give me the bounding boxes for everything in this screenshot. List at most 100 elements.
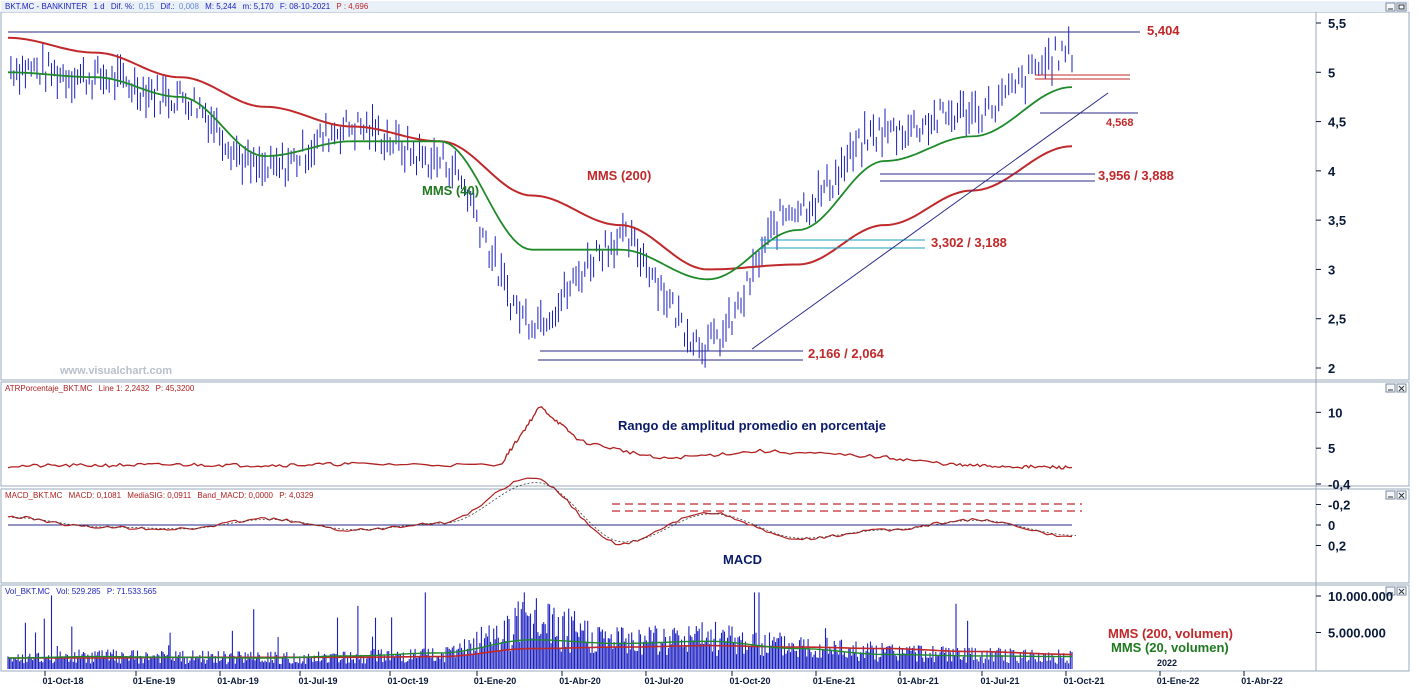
header-dif-value: 0,008 [179, 2, 200, 11]
minimize-icon[interactable] [1385, 490, 1396, 500]
year-label: 2022 [1157, 658, 1177, 668]
atr-header-name: ATRPorcentaje_BKT.MC [5, 384, 93, 393]
macd-annotation: MACD [723, 552, 762, 567]
header-dif-pct-label: Dif. %: [111, 2, 135, 11]
y-tick-label: 3 [1328, 262, 1335, 277]
price-panel [0, 11, 1410, 381]
header-dif-label: Dif.: [160, 2, 174, 11]
atr-line [7, 406, 1073, 470]
volume-header-text: Vol_BKT.MC Vol: 529.285 P: 71.533.565 [5, 587, 157, 596]
panel-frames [0, 11, 1410, 672]
header-dif-pct-value: 0,15 [139, 2, 155, 11]
macd-header-band: Band_MACD: 0,0000 [197, 491, 273, 500]
macd-dashed-levels [612, 503, 1082, 512]
header-last: P : 4,696 [336, 2, 368, 11]
vol-header-p: P: 71.533.565 [107, 587, 157, 596]
vol-mms200-label: MMS (200, volumen) [1108, 626, 1233, 641]
macd-line [7, 477, 1073, 546]
x-tick-label: 01-Ene-19 [133, 676, 176, 686]
price-window-controls [1385, 2, 1407, 12]
close-icon[interactable] [1396, 383, 1407, 393]
y-tick-label: 0 [1328, 518, 1335, 533]
y-tick-label: 2 [1328, 361, 1335, 376]
macd-signal-line [12, 482, 1077, 543]
level-label-3302: 3,302 / 3,188 [931, 235, 1007, 250]
macd-panel [0, 488, 1410, 584]
mms200-line [7, 36, 1073, 271]
y-tick-label: 3,5 [1328, 213, 1346, 228]
x-tick-label: 01-Oct-19 [387, 676, 428, 686]
x-tick-label: 01-Jul-21 [980, 676, 1019, 686]
macd-header-macd: MACD: 0,1081 [69, 491, 122, 500]
x-tick-label: 01-Abr-21 [897, 676, 939, 686]
volume-window-controls [1385, 586, 1407, 596]
y-tick-label: 0,2 [1328, 539, 1346, 554]
vol-header-name: Vol_BKT.MC [5, 587, 50, 596]
x-tick-label: 01-Abr-20 [559, 676, 601, 686]
maximize-icon[interactable] [1396, 2, 1407, 12]
atr-annotation: Rango de amplitud promedio en porcentaje [618, 418, 886, 433]
close-icon[interactable] [1396, 490, 1407, 500]
volume-layer [7, 592, 1073, 669]
minimize-icon[interactable] [1385, 2, 1396, 12]
vol-header-vol: Vol: 529.285 [56, 587, 101, 596]
macd-layer [7, 477, 1077, 546]
atr-header-text: ATRPorcentaje_BKT.MC Line 1: 2,2432 P: 4… [5, 384, 195, 393]
vol-mms20-label: MMS (20, volumen) [1111, 640, 1229, 655]
macd-header-text: MACD_BKT.MC MACD: 0,1081 MediaSIG: 0,091… [5, 491, 314, 500]
macd-header-p: P: 4,0329 [279, 491, 314, 500]
header-ticker: BKT.MC - BANKINTER [5, 2, 87, 11]
x-tick-label: 01-Jul-19 [298, 676, 337, 686]
macd-header-name: MACD_BKT.MC [5, 491, 63, 500]
y-tick-label: 2,5 [1328, 312, 1346, 327]
x-tick-label: 01-Ene-21 [813, 676, 856, 686]
x-tick-label: 01-Oct-18 [42, 676, 83, 686]
level-label-5404: 5,404 [1147, 23, 1180, 38]
vol-mms20-line [8, 639, 1072, 659]
trend-line [751, 92, 1109, 350]
x-tick-label: 01-Abr-19 [217, 676, 259, 686]
atr-window-controls [1385, 383, 1407, 393]
x-tick-label: 01-Ene-20 [474, 676, 517, 686]
level-label-3956: 3,956 / 3,888 [1098, 168, 1174, 183]
macd-header-sig: MediaSIG: 0,0911 [127, 491, 191, 500]
x-tick-label: 01-Oct-21 [1063, 676, 1104, 686]
header-date: F: 08-10-2021 [280, 2, 331, 11]
y-tick-label: 5,5 [1328, 16, 1346, 31]
y-tick-label: 5 [1328, 65, 1335, 80]
y-tick-label: 5.000.000 [1328, 626, 1386, 641]
atr-header-line: Line 1: 2,2432 [99, 384, 150, 393]
mms40-label: MMS (40) [422, 183, 479, 198]
y-tick-label: 4 [1328, 164, 1336, 179]
y-tick-label: 5 [1328, 441, 1335, 456]
atr-header-p: P: 45,3200 [156, 384, 195, 393]
y-tick-label: -0,4 [1328, 477, 1351, 492]
header-min: m: 5,170 [243, 2, 275, 11]
level-label-4568: 4,568 [1106, 117, 1134, 129]
macd-window-controls [1385, 490, 1407, 500]
y-tick-label: 10.000.000 [1328, 589, 1393, 604]
level-label-2166: 2,166 / 2,064 [808, 346, 885, 361]
macd-y-axis: 0,2 0 -0,2 -0,4 [1316, 477, 1351, 554]
y-tick-label: 10 [1328, 405, 1342, 420]
volume-y-axis: 10.000.000 5.000.000 [1316, 589, 1393, 641]
price-y-axis: 5,5 5 4,5 4 3,5 3 2,5 2 [1316, 16, 1346, 376]
atr-panel [0, 381, 1410, 487]
price-header-bar [1, 1, 1409, 12]
watermark: www.visualchart.com [59, 365, 172, 377]
y-tick-label: -0,2 [1328, 498, 1350, 513]
close-icon[interactable] [1396, 586, 1407, 596]
x-tick-label: 01-Jul-20 [644, 676, 683, 686]
header-max: M: 5,244 [205, 2, 237, 11]
minimize-icon[interactable] [1385, 383, 1396, 393]
level-lines [8, 31, 1140, 361]
x-tick-label: 01-Oct-20 [729, 676, 770, 686]
x-tick-label: 01-Abr-22 [1241, 676, 1283, 686]
atr-layer [7, 406, 1073, 470]
mms40-line [8, 71, 1073, 281]
atr-y-axis: 10 5 [1316, 405, 1342, 456]
x-axis: 01-Oct-18 01-Ene-19 01-Abr-19 01-Jul-19 01-O… [42, 671, 1283, 686]
minimize-icon[interactable] [1385, 586, 1396, 596]
price-header-text: BKT.MC - BANKINTER 1 d Dif. %: 0,15 Dif.… [5, 2, 369, 11]
